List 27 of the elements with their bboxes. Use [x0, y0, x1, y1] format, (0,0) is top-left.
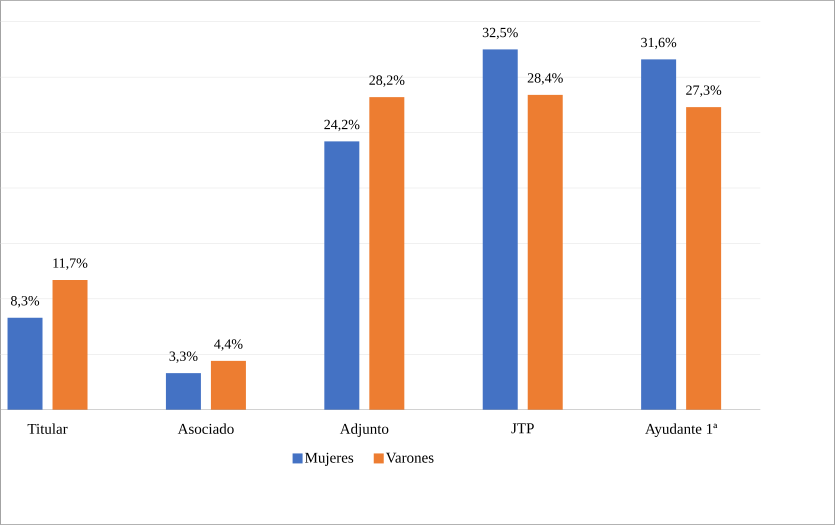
- data-label: 28,2%: [369, 75, 404, 87]
- bar: [686, 107, 722, 410]
- x-tick-label: Adjunto: [340, 423, 388, 437]
- bar: [8, 318, 43, 410]
- data-label: 4,4%: [214, 339, 243, 351]
- legend-label: Mujeres: [305, 452, 354, 466]
- data-label: 11,7%: [53, 258, 88, 270]
- data-label: 31,6%: [641, 38, 676, 50]
- data-label: 8,3%: [10, 296, 40, 308]
- bar: [210, 360, 246, 410]
- data-label: 24,2%: [324, 120, 360, 132]
- x-tick-label: JTP: [511, 423, 534, 434]
- bar: [166, 373, 201, 410]
- data-label: 28,4%: [528, 73, 563, 85]
- bar: [528, 94, 563, 410]
- data-label: 27,3%: [686, 85, 722, 97]
- x-tick-label: Asociado: [178, 423, 234, 434]
- x-tick-label: Titular: [28, 423, 68, 434]
- data-label: 32,5%: [482, 28, 518, 40]
- legend-label: Varones: [386, 452, 434, 463]
- bar: [482, 49, 518, 410]
- bar: [52, 280, 88, 410]
- data-label: 3,3%: [170, 351, 198, 363]
- bar: [324, 141, 360, 410]
- x-tick-label: Ayudante 1ª: [645, 423, 718, 438]
- bar: [369, 97, 404, 410]
- bar: [641, 59, 676, 410]
